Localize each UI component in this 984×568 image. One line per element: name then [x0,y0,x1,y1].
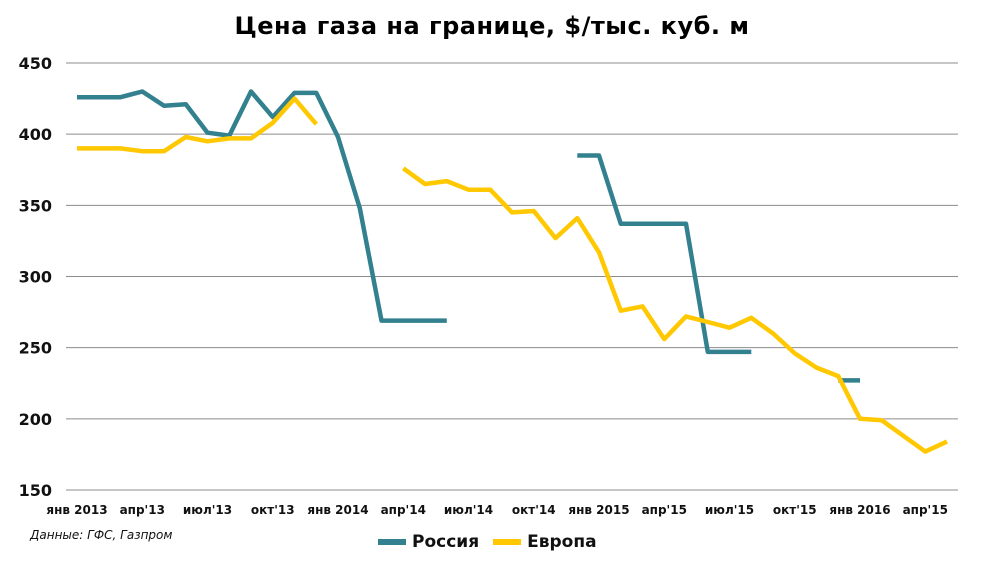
y-tick-label: 450 [19,54,52,73]
legend-swatch-russia [378,539,406,545]
legend-label-europe: Европа [527,532,597,552]
y-axis: 150 200 250 300 350 400 450 [19,54,52,500]
x-tick-label: апр'14 [381,503,426,517]
series-line-russia [577,153,752,355]
x-tick-label: янв 2014 [307,503,368,517]
y-tick-label: 400 [19,125,52,144]
legend: Россия Европа [378,532,597,552]
x-tick-label: окт'14 [512,503,556,517]
legend-item-russia: Россия [378,532,479,552]
legend-item-europe: Европа [493,532,597,552]
y-tick-label: 350 [19,196,52,215]
x-axis: янв 2013 апр'13 июл'13 окт'13 янв 2014 апр'14… [46,503,948,517]
series-line-europe [77,96,319,154]
x-tick-label: апр'15 [642,503,687,517]
x-tick-label: апр'15 [903,503,948,517]
series-line-russia [77,89,447,323]
x-tick-label: апр'13 [120,503,165,517]
legend-swatch-europe [493,539,522,545]
y-tick-label: 250 [19,339,52,358]
x-tick-label: июл'15 [705,503,754,517]
y-tick-label: 200 [19,410,52,429]
x-tick-label: окт'13 [251,503,295,517]
source-note: Данные: ГФС, Газпром [30,528,173,542]
chart-title: Цена газа на границе, $/тыс. куб. м [234,12,750,40]
gridlines [66,62,958,491]
x-tick-label: янв 2015 [568,503,629,517]
x-tick-label: июл'14 [444,503,493,517]
x-tick-label: янв 2016 [829,503,890,517]
x-tick-label: июл'13 [183,503,232,517]
legend-label-russia: Россия [412,532,480,552]
series-lines [77,89,948,454]
x-tick-label: окт'15 [773,503,817,517]
y-tick-label: 300 [19,268,52,287]
x-tick-label: янв 2013 [46,503,107,517]
y-tick-label: 150 [19,481,52,500]
series-line-europe [401,166,948,454]
